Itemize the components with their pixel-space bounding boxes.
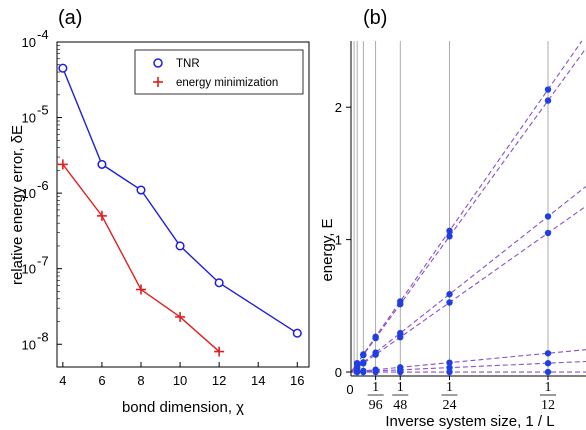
b-data-point	[446, 233, 453, 240]
series-line-tnr	[62, 67, 298, 334]
energy-min-point	[136, 284, 146, 295]
energy-min-point	[96, 210, 107, 221]
legend-energy-min-marker	[153, 77, 163, 87]
b-fit-line	[350, 40, 583, 373]
b-data-point	[372, 334, 379, 342]
b-data-point	[372, 368, 379, 376]
b-data-point	[360, 360, 367, 367]
b-x-tick-denominator: 24	[443, 398, 457, 413]
tnr-point	[175, 241, 185, 251]
b-x-tick-numerator: 1	[446, 380, 453, 395]
b-x-tick-denominator: 48	[393, 398, 407, 413]
b-data-point	[372, 351, 379, 358]
a-y-tick-label: 10	[22, 186, 36, 201]
b-data-point	[544, 229, 552, 237]
legend-tnr-marker	[153, 58, 163, 68]
panel-b-y-axis-label: energy, E	[319, 218, 336, 281]
panel-a-label: (a)	[58, 7, 82, 29]
tnr-point	[136, 185, 146, 195]
b-data-point	[397, 334, 404, 341]
panel-b-vertical-lines	[353, 41, 549, 376]
a-y-tick-exponent: -6	[37, 178, 49, 193]
panel-a-x-axis-label: bond dimension, χ	[122, 399, 244, 416]
b-data-point	[544, 350, 552, 357]
b-fit-line	[350, 205, 586, 373]
tnr-point	[214, 278, 224, 288]
a-y-tick-label: 10	[22, 111, 36, 126]
a-y-tick-label: 10	[22, 262, 36, 277]
panel-a-series	[57, 63, 302, 357]
a-y-tick-label: 10	[22, 35, 36, 50]
b-x-tick-denominator: 96	[369, 398, 383, 413]
panel-b-x-axis-label: Inverse system size, 1 / L	[385, 413, 554, 430]
b-data-point	[446, 227, 453, 234]
panel-b-points	[353, 86, 552, 376]
b-data-point	[446, 368, 453, 376]
a-y-tick-exponent: -4	[37, 27, 49, 42]
panel-a-frame	[56, 41, 310, 368]
a-y-tick-exponent: -5	[37, 103, 49, 118]
tnr-point	[292, 328, 302, 338]
b-data-point	[353, 368, 361, 376]
a-x-tick-label: 6	[98, 373, 105, 388]
b-x-tick-numerator: 1	[545, 380, 552, 395]
b-x-tick-zero: 0	[346, 382, 353, 397]
b-x-tick-numerator: 1	[397, 380, 404, 395]
a-x-tick-label: 14	[251, 373, 265, 388]
energy-min-point	[175, 311, 186, 322]
b-data-point	[360, 351, 367, 359]
a-x-tick-label: 4	[59, 373, 66, 388]
legend-energy-min-label: energy minimization	[176, 77, 278, 89]
energy-min-point	[57, 159, 68, 170]
b-data-point	[544, 213, 552, 220]
b-data-point	[446, 299, 453, 306]
b-x-tick-numerator: 1	[372, 380, 379, 395]
b-y-tick-label: 1	[335, 233, 342, 248]
b-data-point	[446, 291, 453, 298]
tnr-point	[97, 159, 107, 169]
b-fit-line	[350, 186, 586, 373]
energy-min-point	[214, 346, 225, 357]
a-x-tick-label: 16	[290, 373, 304, 388]
panel-b-label: (b)	[363, 7, 387, 29]
a-x-tick-label: 12	[212, 373, 226, 388]
b-data-point	[446, 359, 453, 366]
b-data-point	[544, 368, 552, 376]
a-y-tick-label: 10	[22, 337, 36, 352]
a-y-tick-exponent: -7	[37, 254, 49, 269]
b-data-point	[397, 368, 404, 376]
b-data-point	[544, 360, 552, 367]
b-data-point	[397, 300, 404, 308]
b-y-tick-label: 2	[335, 100, 342, 115]
b-data-point	[544, 97, 552, 104]
b-data-point	[446, 364, 453, 371]
panel-a-legend: TNR energy minimization	[134, 49, 304, 95]
panel-a-y-axis-label: relative energy error, δE	[9, 125, 26, 285]
tnr-point	[58, 63, 68, 73]
legend-box	[134, 49, 304, 95]
a-y-tick-exponent: -8	[37, 329, 49, 344]
b-x-tick-denominator: 12	[541, 398, 555, 413]
a-x-tick-label: 10	[173, 373, 187, 388]
legend-tnr-label: TNR	[176, 58, 200, 70]
b-fit-line	[350, 47, 586, 373]
b-data-point	[544, 86, 552, 93]
b-data-point	[360, 368, 367, 376]
b-y-tick-label: 0	[335, 365, 342, 380]
a-x-tick-label: 8	[137, 373, 144, 388]
